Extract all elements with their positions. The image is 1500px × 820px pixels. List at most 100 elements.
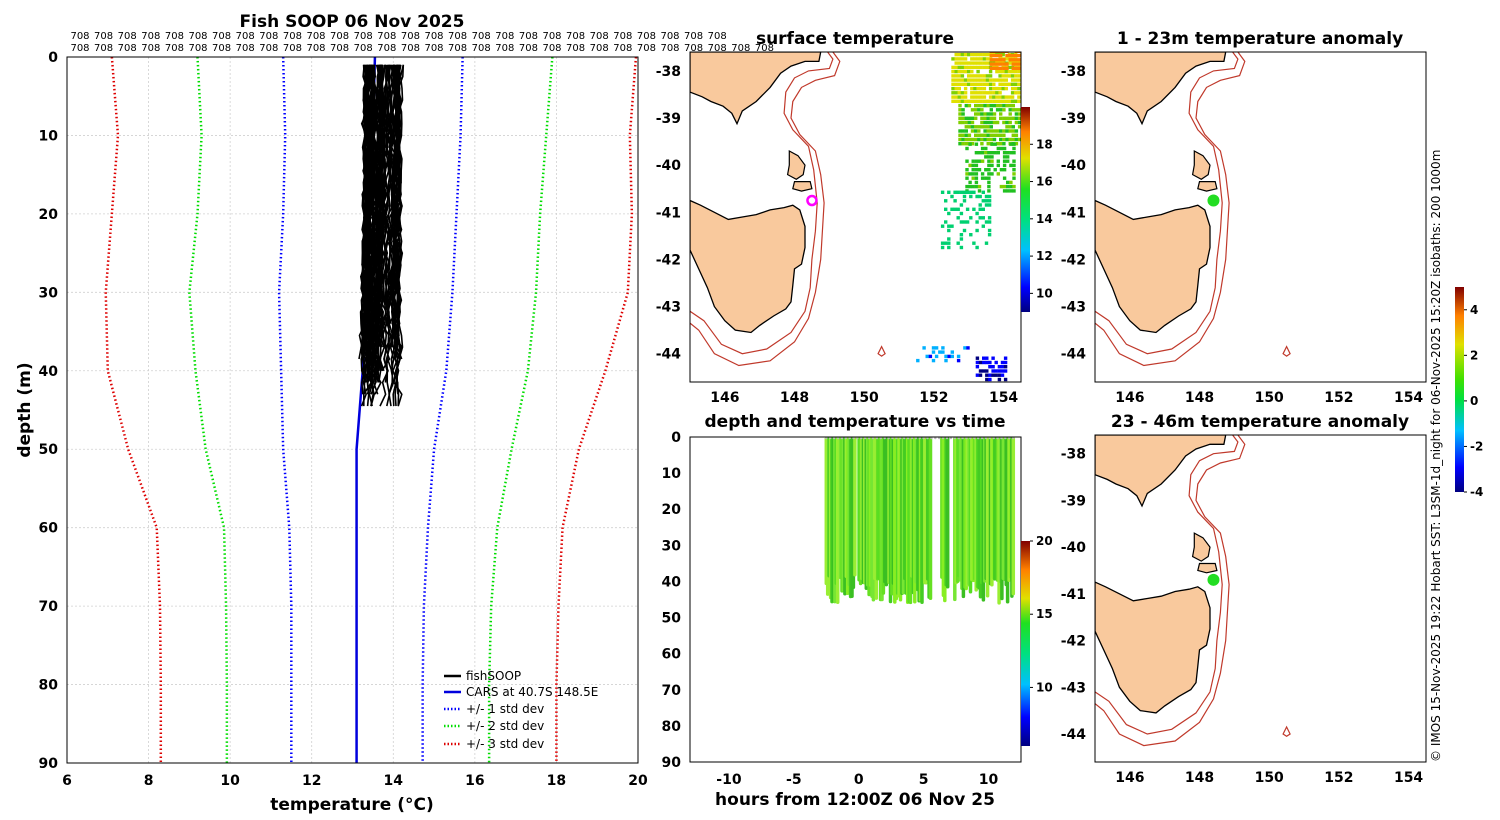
- anomaly-deep-panel: 23 - 46m temperature anomaly 146 148 150 15…: [1061, 287, 1483, 786]
- sst-pixel: [956, 190, 960, 194]
- sst-pixel: [957, 78, 961, 82]
- sst-pixel: [983, 116, 987, 120]
- sst-pixel: [940, 245, 945, 250]
- depth-time-surface-point: [910, 437, 914, 440]
- sst-pixel: [967, 133, 972, 137]
- sst-pixel: [1002, 168, 1007, 172]
- depth-time-surface-point: [922, 437, 925, 440]
- depth-time-surface-point: [829, 437, 832, 440]
- sst-pixel: [973, 78, 977, 82]
- sst-pixel: [965, 184, 969, 189]
- sst-pixel: [972, 207, 976, 211]
- sst-pixel: [983, 133, 987, 137]
- sst-pixel: [971, 168, 975, 172]
- sst-pixel: [1006, 155, 1010, 159]
- sst-pixel: [1008, 120, 1012, 125]
- sst-pixel: [985, 82, 990, 86]
- isobath-200m: [1095, 52, 1239, 355]
- profile-top-label: 708: [259, 31, 278, 42]
- sst-pixel: [961, 129, 965, 133]
- sst-pixel: [951, 57, 955, 61]
- depth-time-surface-point: [825, 437, 828, 440]
- profile-x-tick-label: 6: [62, 773, 72, 789]
- sst-pixel: [997, 369, 1002, 373]
- sst-pixel: [1008, 58, 1012, 62]
- sst-pixel: [931, 358, 936, 363]
- sst-pixel: [950, 207, 954, 211]
- sst-pixel: [961, 108, 965, 112]
- sst-pixel: [967, 65, 971, 70]
- sst-pixel: [1009, 189, 1013, 193]
- sst-x-tick-label: 150: [850, 390, 879, 406]
- sst-pixel: [988, 86, 993, 91]
- sst-pixel: [1009, 163, 1013, 168]
- sst-pixel: [1006, 159, 1010, 163]
- sst-pixel: [934, 354, 939, 359]
- sst-pixel: [986, 116, 990, 120]
- profile-top-label: 708: [660, 43, 679, 54]
- sst-pixel: [1012, 168, 1016, 172]
- sst-pixel: [963, 346, 967, 350]
- sst-pixel: [954, 91, 958, 95]
- sst-pixel: [958, 108, 962, 112]
- sst-pixel: [1006, 151, 1010, 155]
- sst-pixel: [956, 216, 960, 220]
- profile-top-label: 708: [377, 43, 396, 54]
- fishsoop-profile-line: [387, 64, 397, 324]
- sst-pixel: [981, 199, 985, 203]
- sst-pixel: [987, 189, 991, 193]
- sst-pixel: [988, 99, 993, 103]
- sst-pixel: [974, 151, 979, 155]
- sst-pixel: [971, 159, 975, 163]
- profile-ylabel: depth (m): [15, 362, 35, 457]
- sst-pixel: [951, 99, 955, 103]
- sst-pixel: [1000, 369, 1005, 373]
- sst-pixel: [957, 95, 961, 99]
- anomaly-shallow-title: 1 - 23m temperature anomaly: [1117, 29, 1403, 49]
- sst-pixel: [967, 116, 972, 120]
- sst-pixel: [984, 194, 989, 199]
- sst-pixel: [976, 86, 980, 91]
- sst-pixel: [985, 61, 990, 65]
- sst-pixel: [991, 356, 995, 360]
- sst-pixel: [978, 360, 983, 365]
- sst-pixel: [947, 245, 951, 250]
- sst-pixel: [947, 241, 951, 245]
- fishsoop-profile-line: [376, 64, 385, 336]
- sst-pixel: [970, 74, 974, 78]
- sst-pixel: [970, 82, 974, 86]
- sst-pixel: [1014, 91, 1018, 95]
- profile-top-label: 708: [212, 43, 231, 54]
- sst-pixel: [994, 369, 998, 373]
- sst-pixel: [982, 369, 986, 373]
- sst-pixel: [957, 61, 961, 65]
- sst-pixel: [978, 216, 982, 220]
- sst-pixel: [984, 155, 988, 159]
- sst-pixel: [982, 52, 987, 57]
- sst-pixel: [996, 159, 1000, 163]
- sst-pixel: [1008, 116, 1012, 120]
- sst-pixel: [1014, 62, 1019, 66]
- sst-pixel: [940, 241, 945, 245]
- sst-pixel: [1007, 99, 1012, 103]
- depth-time-y-tick-label: 0: [671, 430, 681, 446]
- sst-pixel: [978, 203, 982, 207]
- sst-pixel: [979, 78, 983, 82]
- sst-pixel: [988, 74, 993, 78]
- sst-pixel: [964, 142, 968, 146]
- sst-pixel: [1014, 86, 1018, 91]
- sst-pixel: [963, 86, 968, 91]
- sst-pixel: [1005, 125, 1009, 129]
- sst-pixel: [1012, 146, 1016, 151]
- sst-pixel: [1012, 151, 1016, 155]
- sst-pixel: [957, 69, 961, 74]
- sst-pixel: [1002, 163, 1007, 168]
- sst-pixel: [963, 99, 968, 103]
- sst-pixel: [1014, 133, 1019, 137]
- sst-pixel: [995, 95, 999, 99]
- sst-y-tick-label: -39: [656, 111, 681, 127]
- sst-pixel: [985, 369, 989, 373]
- profile-top-label: 708: [330, 43, 349, 54]
- profile-top-label: 708: [495, 43, 514, 54]
- sst-pixel: [960, 69, 965, 74]
